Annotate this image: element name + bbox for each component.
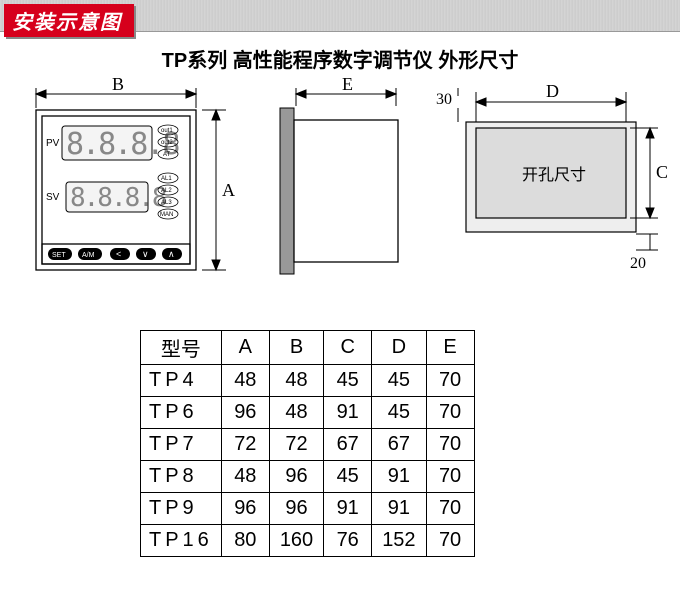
drawings-area: B A 8.8.8.8 PV 8.8.8.8 SV out1 out2 AT A… xyxy=(16,84,666,284)
pv-label: PV xyxy=(46,138,60,149)
cell-value: 67 xyxy=(324,429,372,461)
rear-view: 30 D 开孔尺寸 C 20 xyxy=(436,84,666,294)
cell-value: 70 xyxy=(426,461,474,493)
dim-E-label: E xyxy=(342,74,353,94)
table-row: TP69648914570 xyxy=(141,397,475,429)
col-D: D xyxy=(372,331,426,365)
cell-value: 91 xyxy=(372,461,426,493)
table-row: TP99696919170 xyxy=(141,493,475,525)
cell-model: TP4 xyxy=(141,365,222,397)
svg-text:SET: SET xyxy=(52,252,66,259)
cell-value: 96 xyxy=(221,397,269,429)
col-B: B xyxy=(269,331,323,365)
side-view: E xyxy=(266,84,426,294)
cell-value: 48 xyxy=(269,397,323,429)
cell-model: TP8 xyxy=(141,461,222,493)
cell-value: 70 xyxy=(426,429,474,461)
cell-value: 96 xyxy=(269,461,323,493)
table-row: TP77272676770 xyxy=(141,429,475,461)
svg-text:AL1: AL1 xyxy=(161,176,172,182)
cell-value: 70 xyxy=(426,365,474,397)
dim-C-label: C xyxy=(656,162,668,182)
dim-D-label: D xyxy=(546,81,559,101)
cell-value: 72 xyxy=(269,429,323,461)
table-row: TP16801607615270 xyxy=(141,525,475,557)
button-row: SET A/M < ∨ ∧ xyxy=(48,248,182,260)
dim-A-label: A xyxy=(222,180,235,200)
svg-text:MAN: MAN xyxy=(160,212,173,218)
cell-value: 96 xyxy=(221,493,269,525)
cell-value: 45 xyxy=(372,365,426,397)
offset-30: 30 xyxy=(436,91,452,108)
cell-value: 96 xyxy=(269,493,323,525)
cell-value: 76 xyxy=(324,525,372,557)
cell-value: 80 xyxy=(221,525,269,557)
svg-text:AT: AT xyxy=(163,152,171,158)
sv-label: SV xyxy=(46,192,60,203)
svg-text:A/M: A/M xyxy=(82,252,95,259)
cell-model: TP9 xyxy=(141,493,222,525)
col-C: C xyxy=(324,331,372,365)
cell-model: TP6 xyxy=(141,397,222,429)
cell-value: 45 xyxy=(372,397,426,429)
header-badge: 安装示意图 xyxy=(4,4,134,37)
cell-value: 70 xyxy=(426,493,474,525)
col-model: 型号 xyxy=(141,331,222,365)
cell-model: TP16 xyxy=(141,525,222,557)
cell-value: 45 xyxy=(324,461,372,493)
cell-model: TP7 xyxy=(141,429,222,461)
svg-text:out2: out2 xyxy=(161,140,173,146)
cell-value: 67 xyxy=(372,429,426,461)
cell-value: 72 xyxy=(221,429,269,461)
dimensions-table: 型号 A B C D E TP44848454570TP69648914570T… xyxy=(140,330,475,557)
cell-value: 70 xyxy=(426,397,474,429)
svg-text:∧: ∧ xyxy=(168,249,175,259)
cell-value: 91 xyxy=(324,397,372,429)
svg-text:AL2: AL2 xyxy=(161,188,172,194)
table-row: TP84896459170 xyxy=(141,461,475,493)
cell-value: 45 xyxy=(324,365,372,397)
header-strip: 安装示意图 xyxy=(0,0,680,32)
cell-value: 48 xyxy=(269,365,323,397)
cell-value: 91 xyxy=(324,493,372,525)
cell-value: 48 xyxy=(221,365,269,397)
col-E: E xyxy=(426,331,474,365)
cell-value: 48 xyxy=(221,461,269,493)
cell-value: 91 xyxy=(372,493,426,525)
front-view: B A 8.8.8.8 PV 8.8.8.8 SV out1 out2 AT A… xyxy=(16,84,236,304)
svg-text:<: < xyxy=(116,249,121,259)
table-row: TP44848454570 xyxy=(141,365,475,397)
table-header-row: 型号 A B C D E xyxy=(141,331,475,365)
svg-text:AL3: AL3 xyxy=(161,200,172,206)
svg-text:8.8.8.8: 8.8.8.8 xyxy=(70,183,166,213)
svg-text:∨: ∨ xyxy=(142,249,149,259)
sv-digits: 8.8.8.8 xyxy=(70,183,166,213)
cell-value: 160 xyxy=(269,525,323,557)
svg-text:out1: out1 xyxy=(161,128,173,134)
offset-20: 20 xyxy=(630,255,646,272)
cutout-label: 开孔尺寸 xyxy=(522,166,586,184)
dim-B-label: B xyxy=(112,74,124,94)
cell-value: 152 xyxy=(372,525,426,557)
page-title: TP系列 高性能程序数字调节仪 外形尺寸 xyxy=(0,44,680,73)
col-A: A xyxy=(221,331,269,365)
cell-value: 70 xyxy=(426,525,474,557)
